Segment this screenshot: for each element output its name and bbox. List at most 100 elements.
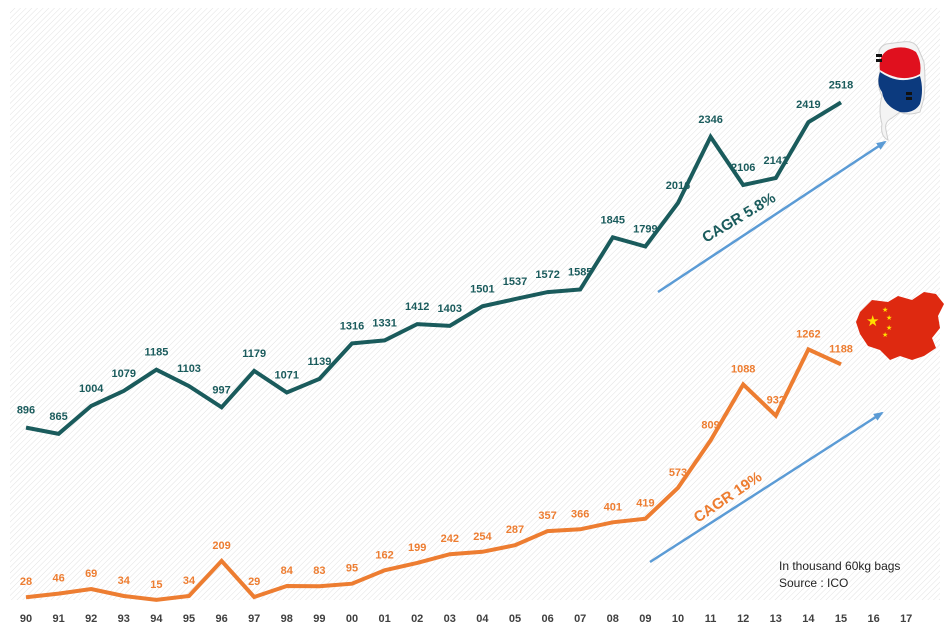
korea-label-13: 2141 — [764, 155, 788, 167]
korea-label-09: 1799 — [633, 224, 657, 236]
korea-label-96: 997 — [212, 384, 230, 396]
x-tick-08: 08 — [607, 613, 619, 625]
china-flag-star: ★ — [866, 313, 879, 330]
x-tick-93: 93 — [118, 613, 130, 625]
korea-series — [25, 100, 843, 436]
china-label-10: 573 — [669, 467, 687, 479]
korea-label-07: 1585 — [568, 266, 592, 278]
korea-label-99: 1139 — [307, 356, 331, 368]
china-label-15: 1188 — [829, 343, 853, 355]
korea-label-12: 2106 — [731, 162, 755, 174]
korea-label-00: 1316 — [340, 320, 364, 332]
korea-label-10: 2016 — [666, 180, 690, 192]
plot-background — [10, 8, 940, 600]
korea-label-01: 1331 — [372, 317, 396, 329]
x-tick-12: 12 — [737, 613, 749, 625]
x-tick-14: 14 — [802, 613, 815, 625]
korea-label-05: 1537 — [503, 276, 527, 288]
x-tick-10: 10 — [672, 613, 684, 625]
china-label-13: 932 — [767, 395, 785, 407]
korea-label-98: 1071 — [275, 370, 299, 382]
x-tick-03: 03 — [444, 613, 456, 625]
china-flag-star-small-2: ★ — [886, 314, 892, 322]
korea-line — [25, 100, 843, 436]
china-label-93: 34 — [118, 575, 131, 587]
china-label-94: 15 — [150, 579, 162, 591]
x-tick-17: 17 — [900, 613, 912, 625]
korea-label-04: 1501 — [470, 283, 494, 295]
korea-label-91: 865 — [49, 411, 67, 423]
x-tick-11: 11 — [705, 613, 717, 625]
korea-label-08: 1845 — [601, 214, 625, 226]
china-label-96: 209 — [212, 540, 230, 552]
korea-data-labels: 896 865 1004 1079 1185 1103 997 1179 1071 1139 131… — [17, 79, 853, 422]
china-line — [25, 346, 842, 602]
x-axis-ticks: 90 91 92 93 94 95 96 97 98 99 00 01 02 03 04 05 06 07 08 09… — [20, 613, 912, 625]
china-data-labels: 28 46 69 34 15 34 209 29 84 83 95 162 199 242 254 287 35… — [20, 328, 853, 590]
x-tick-05: 05 — [509, 613, 521, 625]
china-label-01: 162 — [375, 549, 393, 561]
china-series — [25, 346, 842, 602]
china-label-07: 366 — [571, 508, 589, 520]
china-label-95: 34 — [183, 575, 196, 587]
china-label-03: 242 — [441, 533, 459, 545]
china-label-00: 95 — [346, 563, 358, 575]
x-tick-91: 91 — [52, 613, 64, 625]
x-tick-92: 92 — [85, 613, 97, 625]
korea-label-97: 1179 — [242, 348, 266, 360]
china-flag-star-small-1: ★ — [882, 306, 888, 314]
korea-label-92: 1004 — [79, 383, 104, 395]
china-label-99: 83 — [313, 565, 325, 577]
china-flag-star-small-4: ★ — [882, 331, 888, 339]
x-tick-95: 95 — [183, 613, 195, 625]
x-tick-09: 09 — [639, 613, 651, 625]
china-label-14: 1262 — [796, 328, 820, 340]
x-tick-15: 15 — [835, 613, 847, 625]
x-tick-13: 13 — [770, 613, 782, 625]
china-label-91: 46 — [52, 573, 64, 585]
china-map-icon: ★ ★ ★ ★ ★ — [856, 292, 944, 360]
china-label-98: 84 — [281, 565, 294, 577]
korea-label-90: 896 — [17, 405, 35, 417]
china-label-09: 419 — [636, 498, 654, 510]
china-label-12: 1088 — [731, 363, 755, 375]
korea-label-15: 2518 — [829, 79, 853, 91]
unit-note: In thousand 60kg bags — [779, 559, 900, 573]
china-cagr-arrow — [649, 411, 884, 564]
x-tick-98: 98 — [281, 613, 293, 625]
china-label-92: 69 — [85, 568, 97, 580]
china-label-04: 254 — [473, 531, 492, 543]
china-label-90: 28 — [20, 576, 32, 588]
x-tick-06: 06 — [541, 613, 553, 625]
x-tick-02: 02 — [411, 613, 423, 625]
korea-label-06: 1572 — [535, 269, 559, 281]
korea-label-11: 2346 — [698, 114, 722, 126]
korea-label-03: 1403 — [438, 303, 462, 315]
x-tick-96: 96 — [215, 613, 227, 625]
x-tick-16: 16 — [867, 613, 879, 625]
x-tick-04: 04 — [476, 613, 489, 625]
china-label-11: 809 — [701, 419, 719, 431]
x-tick-01: 01 — [378, 613, 390, 625]
china-label-97: 29 — [248, 576, 260, 588]
korea-label-94: 1185 — [144, 347, 168, 359]
korea-label-02: 1412 — [405, 301, 429, 313]
x-tick-97: 97 — [248, 613, 260, 625]
china-label-02: 199 — [408, 542, 426, 554]
south-korea-map-icon — [876, 41, 926, 141]
x-tick-07: 07 — [574, 613, 586, 625]
x-tick-90: 90 — [20, 613, 32, 625]
x-tick-99: 99 — [313, 613, 325, 625]
china-flag-star-small-3: ★ — [886, 324, 892, 332]
china-label-08: 401 — [604, 501, 622, 513]
x-tick-94: 94 — [150, 613, 163, 625]
korea-label-93: 1079 — [112, 368, 136, 380]
china-label-05: 287 — [506, 524, 524, 536]
korea-label-95: 1103 — [177, 363, 201, 375]
x-tick-00: 00 — [346, 613, 358, 625]
korea-cagr-arrow — [657, 140, 887, 294]
china-label-06: 357 — [538, 510, 556, 522]
korea-label-14: 2419 — [796, 99, 820, 111]
